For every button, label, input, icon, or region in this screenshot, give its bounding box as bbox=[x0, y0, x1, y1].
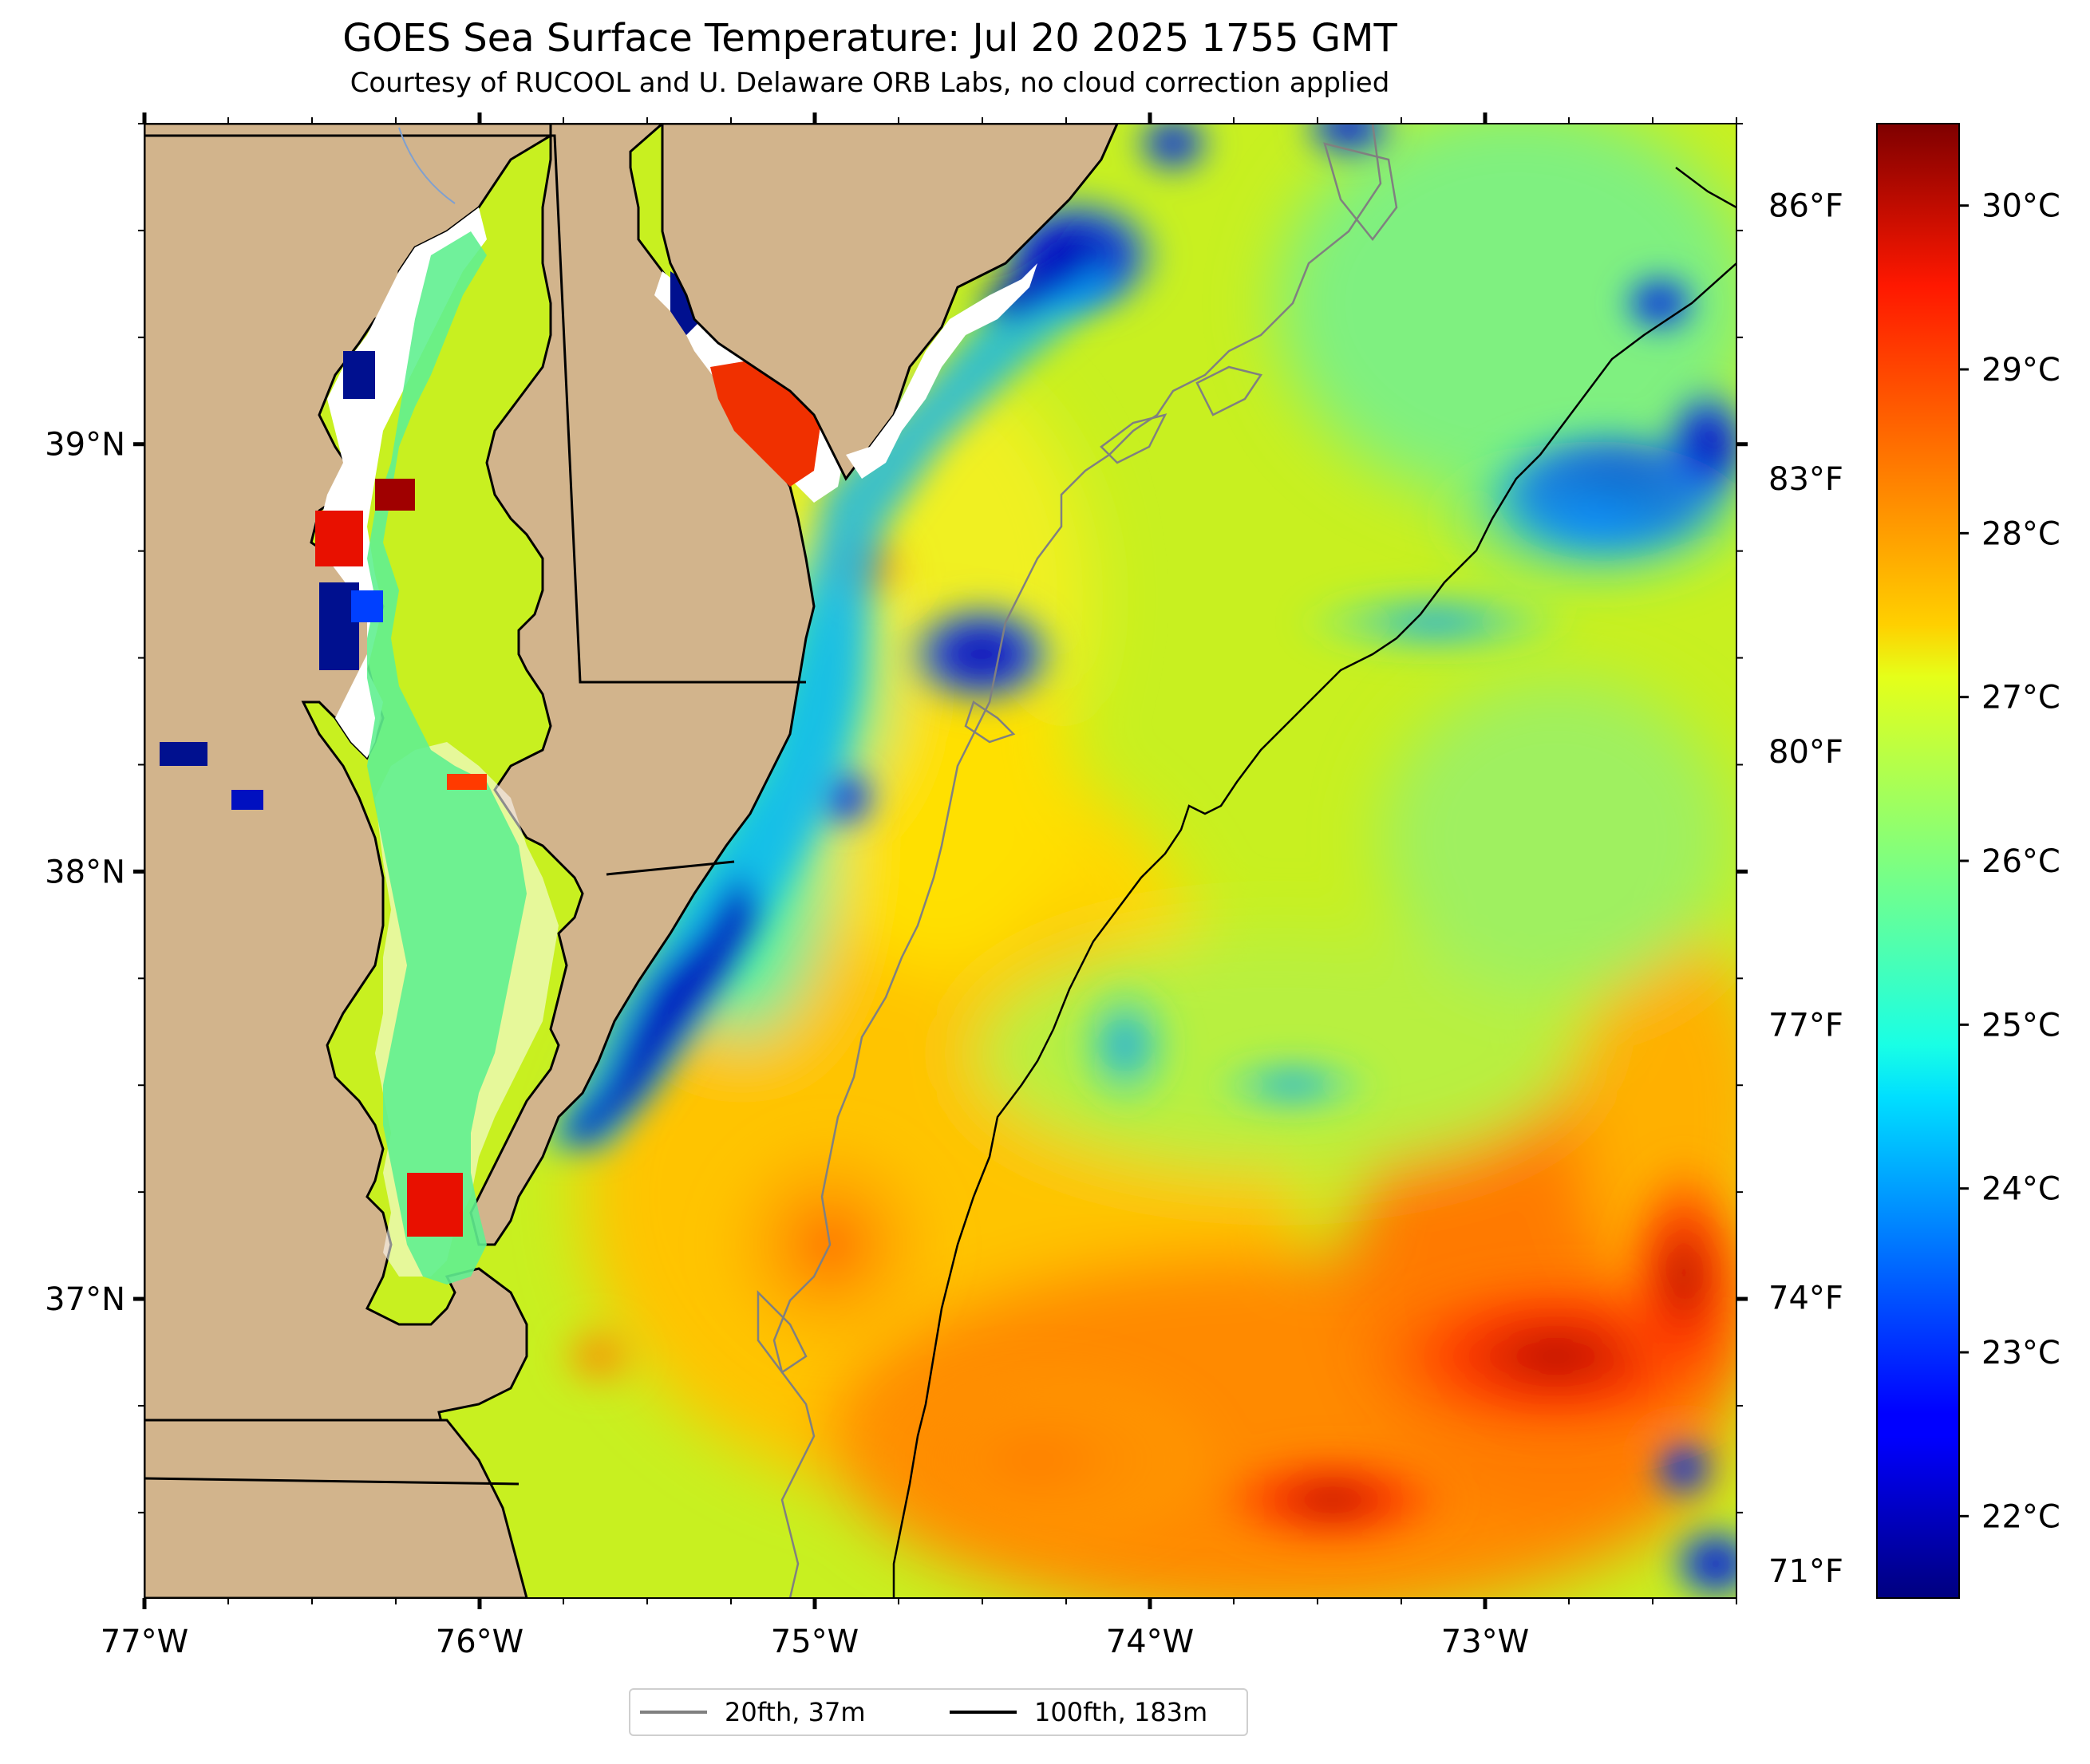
legend-line-black bbox=[950, 1711, 1017, 1714]
lon-tick-label: 75°W bbox=[771, 1624, 859, 1660]
map-subtitle: Courtesy of RUCOOL and U. Delaware ORB L… bbox=[350, 67, 1390, 99]
fahrenheit-tick-label: 83°F bbox=[1768, 461, 1843, 498]
map-title: GOES Sea Surface Temperature: Jul 20 202… bbox=[342, 16, 1397, 61]
chesapeake-bay bbox=[367, 231, 527, 1285]
lon-tick-label: 74°W bbox=[1106, 1624, 1194, 1660]
contour-legend: 20fth, 37m 100fth, 183m bbox=[629, 1688, 1248, 1736]
virginia-mainland bbox=[144, 124, 552, 1598]
lon-tick-label: 76°W bbox=[436, 1624, 523, 1660]
new-jersey bbox=[661, 124, 1119, 481]
lon-tick-label: 73°W bbox=[1441, 1624, 1529, 1660]
contour-100fth bbox=[892, 262, 1736, 1598]
axis-tick-labels: 77°W 76°W 75°W 74°W 73°W 39°N 38°N 37°N 86°F 83°F… bbox=[45, 188, 1843, 1660]
colorbar-tick-label: 25°C bbox=[1981, 1007, 2060, 1044]
colorbar-ticks: 30°C 29°C 28°C 27°C 26°C 25°C 24°C 23°C 22°C bbox=[1959, 188, 2060, 1535]
colorbar-tick-label: 29°C bbox=[1981, 352, 2060, 389]
colorbar-tick-label: 23°C bbox=[1981, 1335, 2060, 1371]
legend-label-20fth: 20fth, 37m bbox=[725, 1697, 866, 1727]
fahrenheit-tick-label: 74°F bbox=[1768, 1281, 1843, 1317]
colorbar-tick-label: 30°C bbox=[1981, 188, 2060, 225]
legend-item-100fth: 100fth, 183m bbox=[950, 1690, 1207, 1734]
map-frame bbox=[144, 123, 1737, 1599]
axis-ticks bbox=[133, 112, 1748, 1609]
fahrenheit-tick-label: 80°F bbox=[1768, 734, 1843, 771]
legend-label-100fth: 100fth, 183m bbox=[1034, 1697, 1208, 1727]
lat-tick-label: 38°N bbox=[45, 854, 125, 890]
contour-20fth bbox=[772, 124, 1382, 1598]
colorbar-tick-label: 28°C bbox=[1981, 515, 2060, 552]
colorbar-tick-label: 24°C bbox=[1981, 1171, 2060, 1208]
land-areas bbox=[144, 124, 1119, 1598]
lat-tick-label: 39°N bbox=[45, 427, 125, 464]
fahrenheit-tick-label: 71°F bbox=[1768, 1553, 1843, 1590]
lat-tick-label: 37°N bbox=[45, 1281, 125, 1318]
north-carolina bbox=[144, 1419, 528, 1598]
colorbar bbox=[1876, 123, 1960, 1599]
bathymetry-contours bbox=[757, 124, 1736, 1598]
colorbar-tick-label: 22°C bbox=[1981, 1498, 2060, 1535]
fahrenheit-tick-label: 86°F bbox=[1768, 188, 1843, 225]
legend-line-gray bbox=[640, 1711, 707, 1714]
colorbar-tick-label: 27°C bbox=[1981, 680, 2060, 716]
colorbar-tick-label: 26°C bbox=[1981, 843, 2060, 880]
legend-item-20fth: 20fth, 37m bbox=[640, 1690, 865, 1734]
fahrenheit-tick-label: 77°F bbox=[1768, 1007, 1843, 1044]
lon-tick-label: 77°W bbox=[101, 1624, 188, 1660]
